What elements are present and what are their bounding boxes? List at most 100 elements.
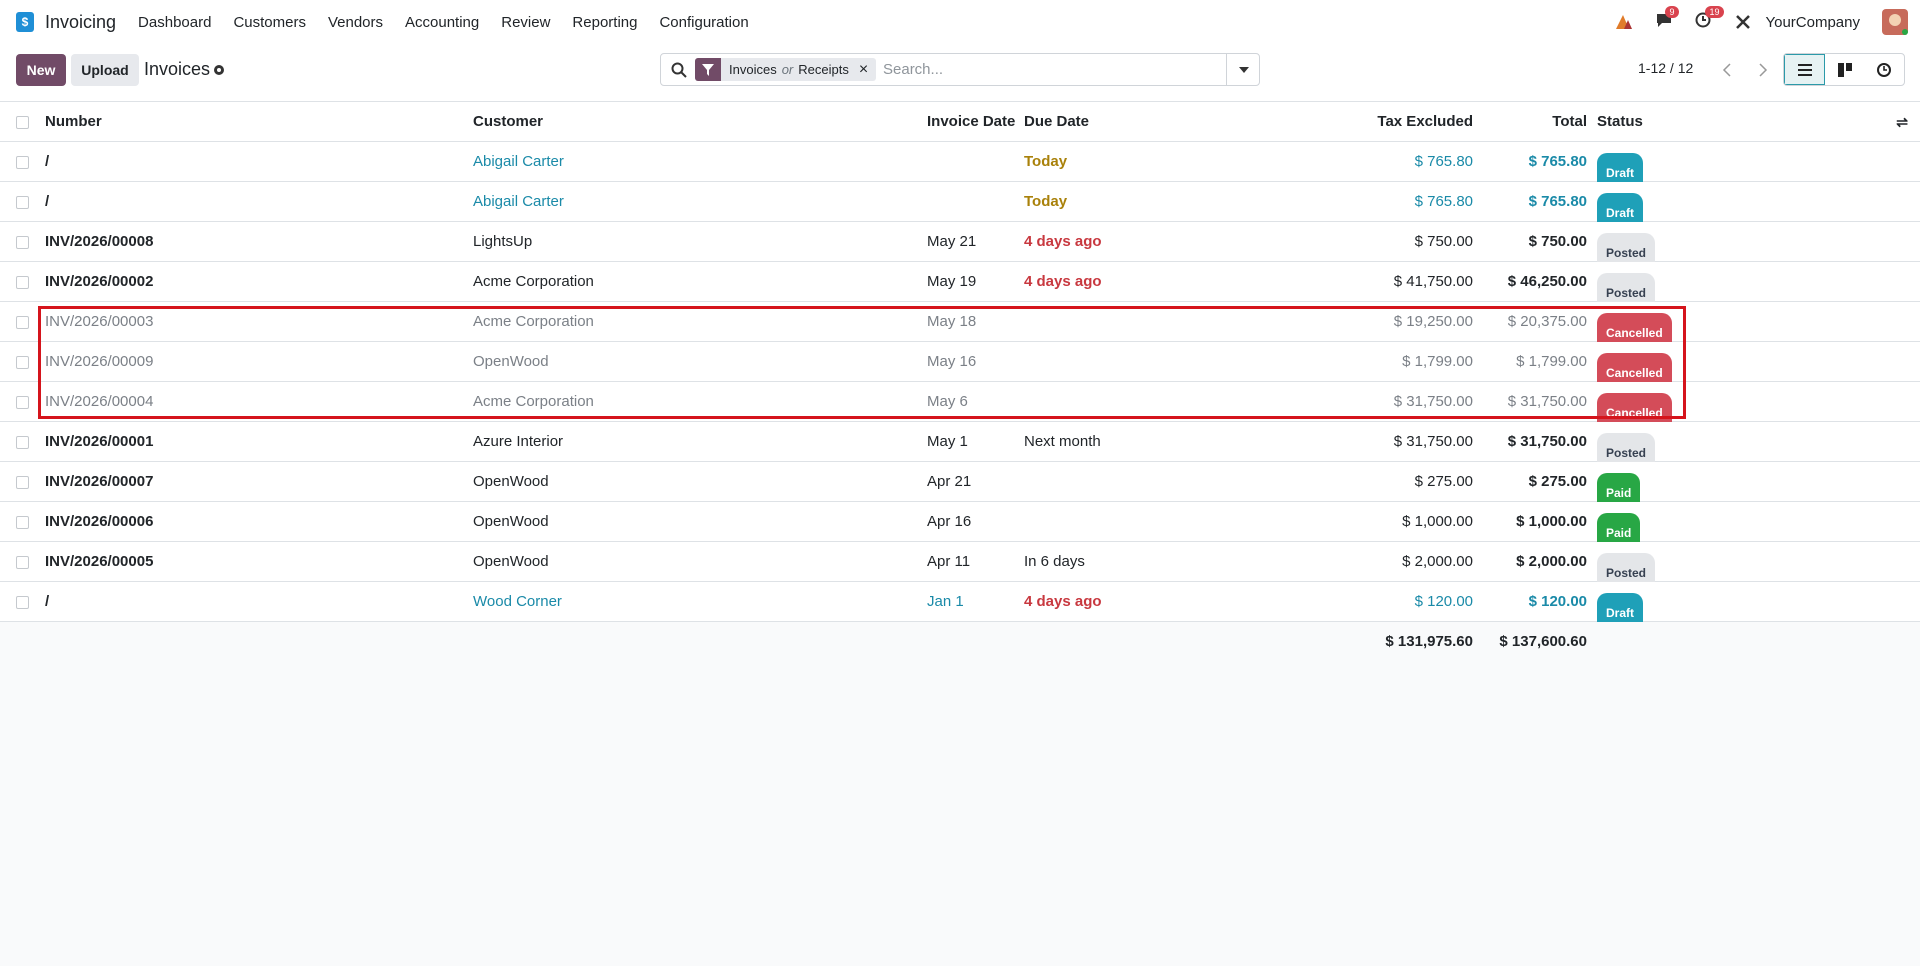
cell: INV/2026/00006 [45,513,154,530]
checkbox[interactable] [16,356,29,369]
messages[interactable]: 9 [1655,6,1679,32]
facet-joiner: or [781,62,794,77]
optional-columns[interactable]: ⇌ [1896,114,1908,130]
cell: $ 2,000.00 [1516,553,1587,570]
invoice-table: Number Customer Invoice Date Due Date Tax Ex… [0,102,1920,662]
menu-item[interactable]: Configuration [659,13,749,31]
checkbox[interactable] [16,156,29,169]
total-amount: $ 137,600.60 [1499,633,1587,650]
cell: $ 765.80 [1528,193,1587,210]
app-name[interactable]: Invoicing [45,11,117,32]
cell: $ 750.00 [1528,233,1587,250]
ai-icon[interactable] [1615,14,1633,30]
avatar[interactable] [1882,9,1908,35]
cell: OpenWood [473,513,549,530]
cell: $ 120.00 [1528,593,1587,610]
cell: May 19 [927,273,977,290]
table-row[interactable]: / Abigail Carter Today $ 765.80 $ 765.80 Draf… [0,182,1920,233]
header-row: Number Customer Invoice Date Due Date Tax Ex… [0,102,1920,142]
checkbox[interactable] [16,316,29,329]
cell: Today [1024,153,1068,170]
menu-item[interactable]: Reporting [572,13,638,31]
cell: $ 1,000.00 [1402,513,1473,530]
cell: Apr 21 [927,473,972,490]
checkbox[interactable] [16,596,29,609]
column-header[interactable]: Customer [473,113,544,130]
app-icon[interactable]: $ [15,11,35,33]
messages-badge: 9 [1665,6,1679,18]
table-row[interactable]: INV/2026/00001 Azure Interior May 1 Next mo… [0,422,1920,473]
checkbox[interactable] [16,396,29,409]
view-switcher [1783,53,1905,86]
table-row[interactable]: / Abigail Carter Today $ 765.80 $ 765.80 Draf… [0,142,1920,193]
cell: 4 days ago [1024,593,1102,610]
cell: / [45,593,50,610]
cell: OpenWood [473,473,549,490]
search-icon [671,62,687,78]
menu-item[interactable]: Review [501,13,551,31]
cell: OpenWood [473,353,549,370]
cell: Acme Corporation [473,313,594,330]
checkbox[interactable] [16,516,29,529]
kanban-view[interactable] [1825,54,1864,85]
checkbox[interactable] [16,436,29,449]
column-header[interactable]: Invoice Date [927,113,1016,130]
column-header[interactable]: Status [1597,113,1643,130]
cell: Today [1024,193,1068,210]
list-view[interactable] [1784,54,1826,85]
checkbox[interactable] [16,276,29,289]
cell: $ 46,250.00 [1507,273,1587,290]
table-row[interactable]: INV/2026/00002 Acme Corporation May 19 4 da… [0,262,1920,313]
facet-remove[interactable]: × [858,60,869,78]
cell: May 18 [927,313,977,330]
table-row[interactable]: INV/2026/00008 LightsUp May 21 4 days ago $ … [0,222,1920,273]
company[interactable]: YourCompany [1765,13,1860,31]
cell: Azure Interior [473,433,564,450]
filter-facet[interactable]: Invoices or Receipts × [695,58,877,81]
cell: May 6 [927,393,968,410]
checkbox[interactable] [16,556,29,569]
search-input[interactable]: Search... [883,61,944,78]
table-row[interactable]: INV/2026/00003 Acme Corporation May 18 $ 19… [0,302,1920,353]
cell: May 16 [927,353,977,370]
checkbox[interactable] [16,236,29,249]
activities[interactable]: 19 [1695,6,1724,32]
upload-button[interactable]: Upload [71,54,139,86]
total-tax-excluded: $ 131,975.60 [1385,633,1473,650]
cell: INV/2026/00001 [45,433,154,450]
cell: Abigail Carter [473,193,564,210]
table-row[interactable]: / Wood Corner Jan 1 4 days ago $ 120.00 $ 120… [0,582,1920,633]
column-header[interactable]: Total [1552,113,1587,130]
checkbox[interactable] [16,196,29,209]
cell: 4 days ago [1024,273,1102,290]
table-row[interactable]: INV/2026/00009 OpenWood May 16 $ 1,799.00 $ … [0,342,1920,393]
gear-icon[interactable] [212,63,226,77]
cell: INV/2026/00007 [45,473,154,490]
search-box[interactable]: Invoices or Receipts × Search... [660,53,1260,86]
menu-item[interactable]: Accounting [405,13,480,31]
checkbox[interactable] [16,116,29,129]
cell: Acme Corporation [473,273,594,290]
table-row[interactable]: INV/2026/00006 OpenWood Apr 16 $ 1,000.00 $ … [0,502,1920,553]
search-dropdown[interactable] [1226,54,1260,85]
cell: INV/2026/00008 [45,233,154,250]
menu-item[interactable]: Vendors [327,13,384,31]
new-button[interactable]: New [16,54,66,86]
cell: Wood Corner [473,593,562,610]
table-row[interactable]: INV/2026/00004 Acme Corporation May 6 $ 31,… [0,382,1920,433]
debug-icon[interactable] [1735,14,1751,30]
cell: $ 2,000.00 [1402,553,1473,570]
activity-view[interactable] [1865,54,1904,85]
checkbox[interactable] [16,476,29,489]
cell: INV/2026/00009 [45,353,154,370]
pager-buttons[interactable] [1710,56,1790,84]
table-row[interactable]: INV/2026/00007 OpenWood Apr 21 $ 275.00 $ 27… [0,462,1920,513]
menu-item[interactable]: Dashboard [138,13,212,31]
table-row[interactable]: INV/2026/00005 OpenWood Apr 11 In 6 days $ 2… [0,542,1920,593]
menu-item[interactable]: Customers [233,13,306,31]
column-header[interactable]: Tax Excluded [1377,113,1473,130]
column-header[interactable]: Due Date [1024,113,1090,130]
cell: $ 19,250.00 [1393,313,1473,330]
cell: $ 120.00 [1414,593,1473,610]
column-header[interactable]: Number [45,113,102,130]
